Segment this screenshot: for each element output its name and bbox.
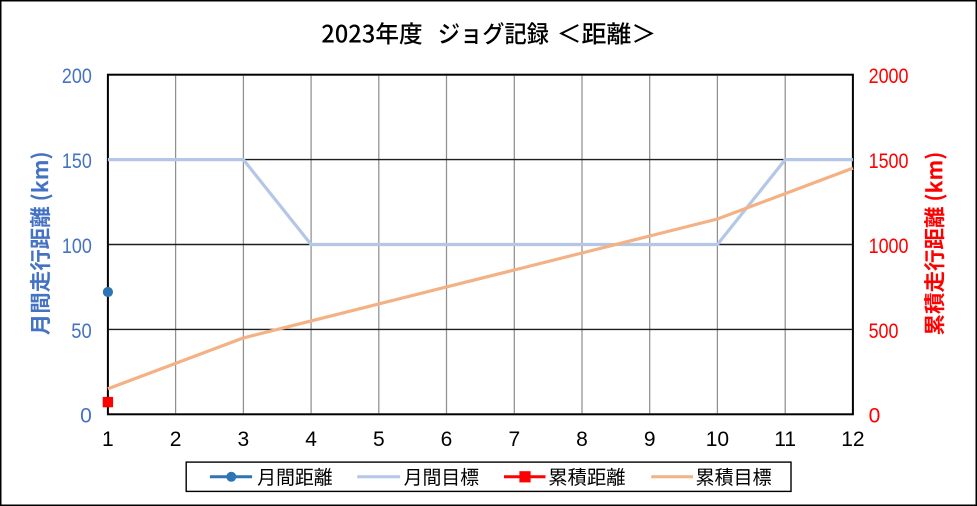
- svg-text:0: 0: [869, 405, 881, 428]
- svg-text:4: 4: [305, 428, 317, 451]
- svg-text:0: 0: [80, 405, 92, 428]
- svg-text:50: 50: [71, 320, 92, 343]
- svg-text:200: 200: [62, 65, 92, 88]
- svg-text:7: 7: [508, 428, 520, 451]
- svg-text:100: 100: [62, 235, 92, 258]
- svg-text:500: 500: [869, 320, 899, 343]
- svg-text:150: 150: [62, 150, 92, 173]
- svg-text:9: 9: [644, 428, 656, 451]
- svg-text:11: 11: [774, 428, 796, 451]
- svg-text:3: 3: [238, 428, 250, 451]
- svg-text:6: 6: [441, 428, 453, 451]
- svg-text:2000: 2000: [869, 65, 909, 88]
- svg-text:10: 10: [706, 428, 729, 451]
- svg-text:1: 1: [102, 428, 114, 451]
- svg-text:1000: 1000: [869, 235, 909, 258]
- svg-text:1500: 1500: [869, 150, 909, 173]
- svg-text:5: 5: [373, 428, 385, 451]
- svg-text:2: 2: [170, 428, 182, 451]
- svg-text:8: 8: [576, 428, 588, 451]
- svg-text:12: 12: [841, 428, 864, 451]
